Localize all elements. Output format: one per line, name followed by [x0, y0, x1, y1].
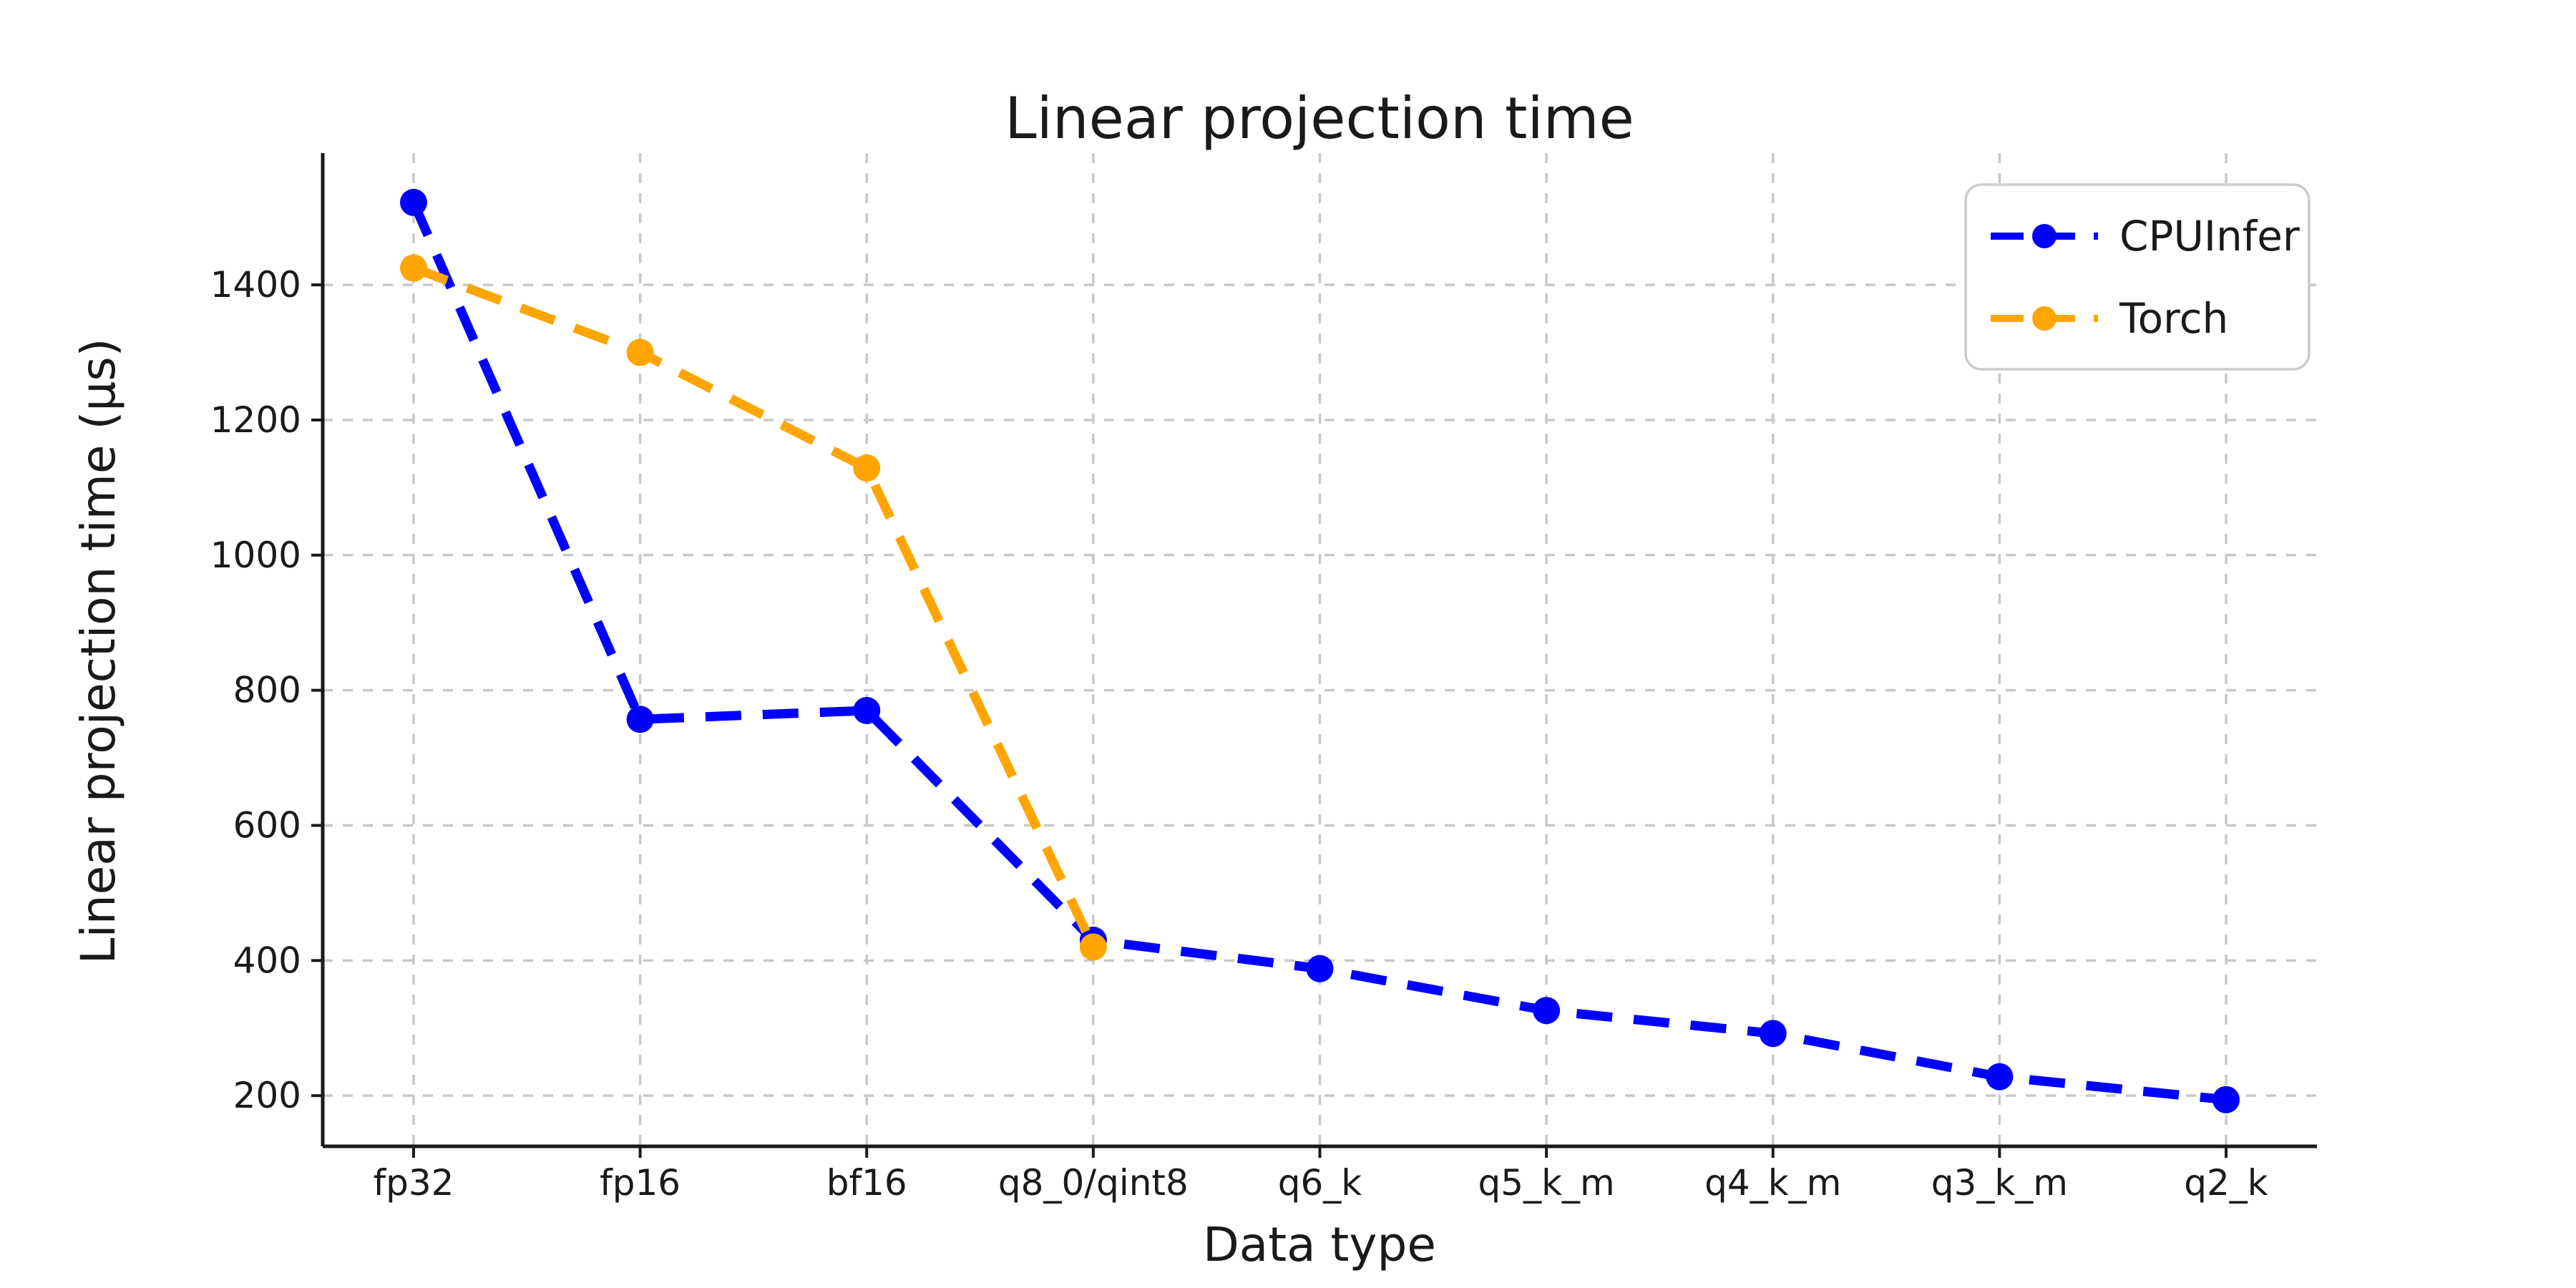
- x-tick-label: q5_k_m: [1478, 1162, 1615, 1204]
- y-tick-label: 1000: [210, 535, 301, 576]
- data-point: [1079, 933, 1107, 961]
- data-point: [400, 254, 427, 282]
- series-Torch: [400, 254, 1107, 961]
- x-axis-label: Data type: [1203, 1217, 1436, 1272]
- data-point: [1306, 955, 1334, 982]
- y-axis-label: Linear projection time (μs): [71, 338, 126, 965]
- tick-labels: 200 400 600 800 1000 1200 1400 fp32 fp16 bf16 q8_0…: [210, 264, 2268, 1204]
- data-point: [626, 338, 654, 366]
- y-tick-label: 1400: [210, 264, 301, 306]
- data-point: [1533, 997, 1561, 1025]
- data-point: [626, 706, 654, 733]
- data-point: [1986, 1063, 2014, 1091]
- x-tick-label: q6_k: [1278, 1162, 1362, 1204]
- x-tick-label: fp32: [374, 1162, 454, 1204]
- x-tick-label: fp16: [600, 1162, 680, 1204]
- legend-item: CPUInfer: [1991, 212, 2300, 260]
- data-point: [853, 454, 881, 482]
- y-tick-label: 1200: [210, 399, 301, 441]
- x-tick-label: q4_k_m: [1704, 1162, 1841, 1204]
- legend-item: Torch: [1991, 294, 2228, 343]
- y-tick-label: 800: [233, 670, 301, 711]
- legend: CPUInfer Torch: [1964, 183, 2311, 371]
- legend-item-label: CPUInfer: [2119, 212, 2300, 260]
- y-tick-label: 400: [233, 940, 301, 981]
- chart-title: Linear projection time: [1005, 85, 1634, 152]
- x-tick-label: q2_k: [2184, 1162, 2268, 1204]
- x-tick-label: bf16: [826, 1162, 907, 1204]
- series-CPUInfer: [400, 188, 2240, 1113]
- legend-sample-marker: [2032, 224, 2057, 248]
- legend-sample-marker: [2032, 306, 2057, 331]
- y-tick-label: 200: [233, 1075, 301, 1116]
- data-series: [400, 188, 2240, 1113]
- y-tick-label: 600: [233, 804, 301, 846]
- x-tick-label: q3_k_m: [1931, 1162, 2068, 1204]
- data-point: [1759, 1020, 1787, 1048]
- legend-item-label: Torch: [2119, 294, 2228, 343]
- series-line: [411, 263, 1098, 950]
- data-point: [853, 696, 881, 724]
- x-tick-label: q8_0/qint8: [998, 1162, 1189, 1204]
- data-point: [2212, 1085, 2240, 1113]
- axis-ticks: [311, 283, 2228, 1158]
- data-point: [400, 188, 427, 216]
